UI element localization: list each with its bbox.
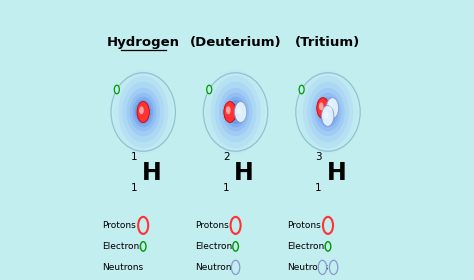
Ellipse shape bbox=[225, 97, 246, 127]
Text: Hydrogen: Hydrogen bbox=[107, 36, 180, 49]
Ellipse shape bbox=[114, 70, 173, 154]
Ellipse shape bbox=[118, 76, 168, 148]
Ellipse shape bbox=[130, 93, 156, 131]
Ellipse shape bbox=[215, 82, 256, 142]
Ellipse shape bbox=[317, 98, 329, 118]
Ellipse shape bbox=[311, 88, 345, 136]
Ellipse shape bbox=[233, 242, 238, 251]
Text: Electrons: Electrons bbox=[287, 242, 329, 251]
Text: Protons: Protons bbox=[287, 221, 321, 230]
Text: H: H bbox=[142, 161, 162, 185]
Ellipse shape bbox=[303, 76, 353, 148]
Ellipse shape bbox=[323, 217, 333, 234]
Text: 1: 1 bbox=[130, 183, 137, 193]
Text: Protons: Protons bbox=[102, 221, 137, 230]
Ellipse shape bbox=[138, 217, 148, 234]
Text: Neutrons: Neutrons bbox=[102, 263, 144, 272]
Text: (Tritium): (Tritium) bbox=[295, 36, 361, 49]
Ellipse shape bbox=[222, 93, 249, 131]
Text: 1: 1 bbox=[315, 183, 322, 193]
Text: 2: 2 bbox=[223, 152, 229, 162]
Ellipse shape bbox=[210, 76, 261, 148]
Ellipse shape bbox=[219, 88, 252, 136]
Ellipse shape bbox=[318, 97, 338, 127]
Ellipse shape bbox=[137, 104, 149, 120]
Ellipse shape bbox=[127, 88, 160, 136]
Ellipse shape bbox=[139, 106, 144, 114]
Ellipse shape bbox=[122, 82, 164, 142]
Ellipse shape bbox=[322, 104, 334, 120]
Text: Electrons: Electrons bbox=[195, 242, 237, 251]
Ellipse shape bbox=[230, 217, 241, 234]
Text: 1: 1 bbox=[130, 152, 137, 162]
Text: (Deuterium): (Deuterium) bbox=[190, 36, 282, 49]
Ellipse shape bbox=[321, 106, 334, 126]
Ellipse shape bbox=[226, 106, 231, 114]
Ellipse shape bbox=[206, 70, 265, 154]
Text: H: H bbox=[327, 161, 346, 185]
Text: 3: 3 bbox=[315, 152, 322, 162]
Ellipse shape bbox=[140, 242, 146, 251]
Ellipse shape bbox=[224, 102, 236, 122]
Ellipse shape bbox=[319, 100, 337, 124]
Ellipse shape bbox=[133, 97, 154, 127]
Ellipse shape bbox=[315, 93, 341, 131]
Ellipse shape bbox=[319, 102, 324, 110]
Ellipse shape bbox=[329, 260, 338, 274]
Ellipse shape bbox=[235, 102, 247, 122]
Ellipse shape bbox=[299, 85, 304, 94]
Ellipse shape bbox=[326, 98, 338, 118]
Ellipse shape bbox=[324, 111, 328, 118]
Ellipse shape bbox=[114, 85, 119, 94]
Ellipse shape bbox=[227, 100, 244, 124]
Ellipse shape bbox=[329, 103, 333, 110]
Ellipse shape bbox=[325, 242, 331, 251]
Ellipse shape bbox=[207, 85, 212, 94]
Text: Neutrons: Neutrons bbox=[195, 263, 236, 272]
Ellipse shape bbox=[318, 260, 327, 274]
Ellipse shape bbox=[307, 82, 349, 142]
Text: Electrons: Electrons bbox=[102, 242, 145, 251]
Ellipse shape bbox=[135, 100, 152, 124]
Text: Protons: Protons bbox=[195, 221, 229, 230]
Text: 1: 1 bbox=[223, 183, 229, 193]
Ellipse shape bbox=[230, 104, 241, 120]
Ellipse shape bbox=[137, 102, 149, 122]
Text: Neutrons: Neutrons bbox=[287, 263, 328, 272]
Ellipse shape bbox=[237, 107, 241, 114]
Ellipse shape bbox=[299, 70, 357, 154]
Text: H: H bbox=[234, 161, 254, 185]
Ellipse shape bbox=[231, 260, 240, 274]
